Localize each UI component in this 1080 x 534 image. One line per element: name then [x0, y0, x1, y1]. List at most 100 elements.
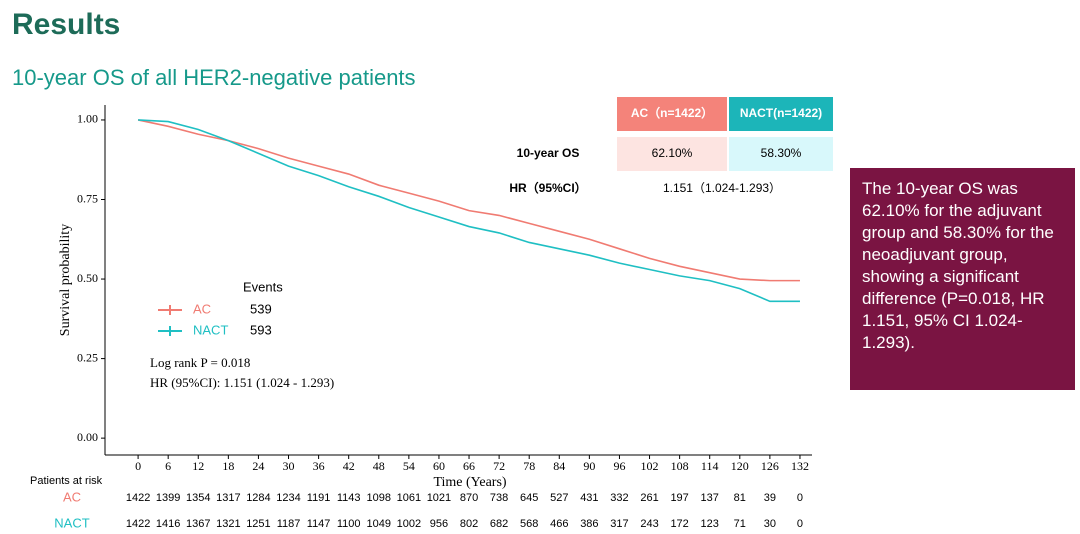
risk-value: 81 — [734, 492, 746, 504]
x-tick-label: 132 — [791, 459, 809, 473]
table-header-cell — [729, 97, 833, 131]
y-tick-label: 0.00 — [77, 430, 98, 444]
table-header: NACT(n=1422) — [740, 106, 822, 120]
risk-value: 1422 — [126, 492, 150, 504]
risk-value: 1143 — [337, 492, 361, 504]
risk-value: 568 — [520, 518, 538, 530]
risk-value: 1416 — [156, 518, 180, 530]
table-row-label: HR（95%CI） — [509, 180, 586, 195]
legend-events: 593 — [250, 322, 272, 337]
risk-value: 332 — [610, 492, 628, 504]
x-tick-label: 0 — [135, 459, 141, 473]
risk-value: 870 — [460, 492, 478, 504]
risk-value: 527 — [550, 492, 568, 504]
risk-value: 466 — [550, 518, 568, 530]
risk-value: 645 — [520, 492, 538, 504]
x-tick-label: 30 — [283, 459, 295, 473]
risk-value: 1422 — [126, 518, 150, 530]
x-tick-label: 120 — [731, 459, 749, 473]
table-cell-text: 1.151（1.024-1.293） — [663, 181, 781, 195]
risk-value: 71 — [734, 518, 746, 530]
legend-events: 539 — [250, 301, 272, 316]
risk-value: 1098 — [367, 492, 391, 504]
x-tick-label: 108 — [671, 459, 689, 473]
x-tick-label: 96 — [613, 459, 625, 473]
risk-value: 1321 — [216, 518, 240, 530]
survival-curve — [138, 119, 800, 303]
risk-value: 0 — [797, 492, 803, 504]
legend-name: NACT — [193, 322, 228, 337]
risk-value: 261 — [640, 492, 658, 504]
x-tick-label: 72 — [493, 459, 505, 473]
x-tick-label: 18 — [222, 459, 234, 473]
risk-value: 1061 — [397, 492, 421, 504]
x-tick-label: 66 — [463, 459, 475, 473]
risk-value: 1147 — [307, 518, 331, 530]
risk-value: 1191 — [307, 492, 331, 504]
risk-value: 682 — [490, 518, 508, 530]
y-tick-label: 0.75 — [77, 191, 98, 205]
y-tick-label: 0.50 — [77, 271, 98, 285]
risk-value: 317 — [610, 518, 628, 530]
risk-value: 1002 — [397, 518, 421, 530]
x-tick-label: 114 — [701, 459, 719, 473]
x-axis-label: Time (Years) — [433, 475, 506, 490]
x-tick-label: 24 — [252, 459, 264, 473]
y-axis-label: Survival probability — [58, 224, 73, 336]
risk-value: 1317 — [216, 492, 240, 504]
risk-value: 1187 — [277, 518, 301, 530]
table-cell-text: 62.10% — [652, 146, 693, 160]
risk-value: 1100 — [337, 518, 361, 530]
risk-value: 956 — [430, 518, 448, 530]
risk-value: 39 — [764, 492, 776, 504]
annotation: HR (95%CI): 1.151 (1.024 - 1.293) — [150, 375, 334, 390]
risk-value: 1049 — [367, 518, 391, 530]
risk-value: 1399 — [156, 492, 180, 504]
x-tick-label: 60 — [433, 459, 445, 473]
table-header-cell — [617, 97, 727, 131]
risk-row-name: AC — [63, 489, 81, 504]
table-cell — [617, 137, 727, 171]
slide-title: Results — [12, 8, 120, 41]
callout: The 10-year OS was 62.10% for the adjuva… — [850, 168, 1075, 390]
x-tick-label: 42 — [343, 459, 355, 473]
x-tick-label: 102 — [641, 459, 659, 473]
risk-value: 1251 — [246, 518, 270, 530]
x-tick-label: 54 — [403, 459, 415, 473]
risk-value: 123 — [701, 518, 719, 530]
x-tick-label: 126 — [761, 459, 779, 473]
risk-value: 172 — [670, 518, 688, 530]
y-tick-label: 1.00 — [77, 112, 98, 126]
risk-row-name: NACT — [54, 515, 89, 530]
x-tick-label: 6 — [165, 459, 171, 473]
table-row-label: 10-year OS — [517, 146, 580, 160]
x-tick-label: 12 — [192, 459, 204, 473]
risk-table-title: Patients at risk — [30, 475, 103, 487]
x-tick-label: 78 — [523, 459, 535, 473]
table-cell-text: 58.30% — [761, 146, 802, 160]
x-tick-label: 36 — [313, 459, 325, 473]
legend-title: Events — [243, 279, 283, 294]
risk-value: 0 — [797, 518, 803, 530]
x-tick-label: 84 — [553, 459, 565, 473]
table-cell — [729, 137, 833, 171]
annotation: Log rank P = 0.018 — [150, 355, 250, 370]
risk-value: 431 — [580, 492, 598, 504]
table-header: AC（n=1422） — [631, 105, 713, 120]
risk-value: 1021 — [427, 492, 451, 504]
risk-value: 386 — [580, 518, 598, 530]
risk-value: 1367 — [186, 518, 210, 530]
risk-value: 197 — [670, 492, 688, 504]
risk-value: 137 — [701, 492, 719, 504]
risk-value: 243 — [640, 518, 658, 530]
survival-curve — [137, 119, 800, 282]
slide-subtitle: 10-year OS of all HER2-negative patients — [12, 65, 416, 90]
risk-value: 1354 — [186, 492, 210, 504]
legend-name: AC — [193, 301, 211, 316]
risk-value: 1234 — [276, 492, 300, 504]
risk-value: 30 — [764, 518, 776, 530]
risk-value: 1284 — [246, 492, 270, 504]
x-tick-label: 90 — [583, 459, 595, 473]
